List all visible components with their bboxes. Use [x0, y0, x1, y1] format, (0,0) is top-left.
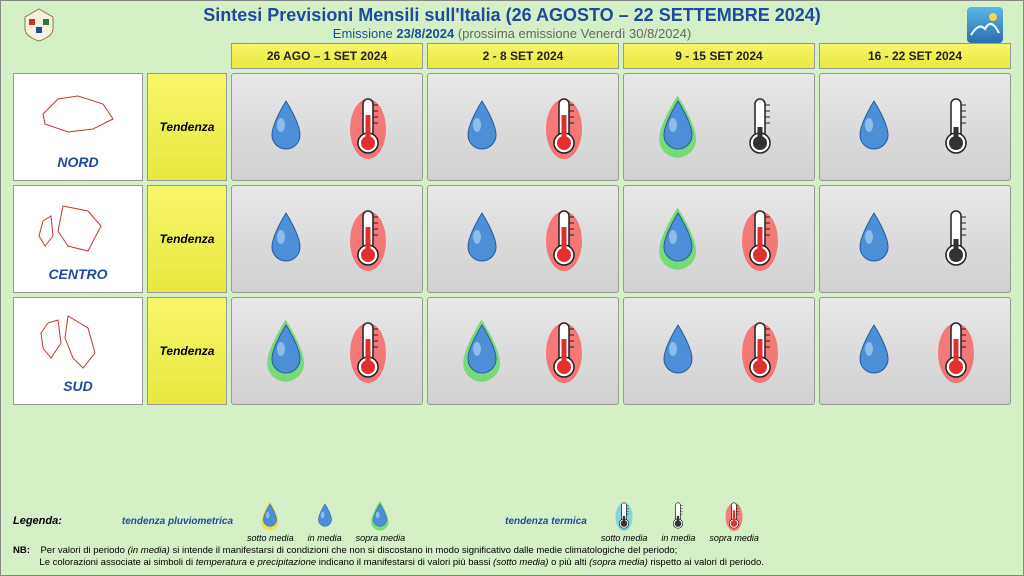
- emission-date: 23/8/2024: [396, 26, 454, 41]
- region-sud: SUD: [13, 297, 143, 405]
- legend-temp-item: in media: [661, 499, 695, 543]
- forecast-cell-0-3: [819, 73, 1011, 181]
- thermometer-icon: [536, 91, 592, 163]
- nb-label: NB:: [13, 545, 30, 556]
- region-nord: NORD: [13, 73, 143, 181]
- map-icon-centro: [33, 196, 123, 266]
- drop-icon: [650, 315, 706, 387]
- emission-prefix: Emissione: [333, 26, 397, 41]
- tendenza-cell: Tendenza: [147, 185, 227, 293]
- forecast-cell-0-0: [231, 73, 423, 181]
- thermometer-icon: [928, 203, 984, 275]
- legend-temp-group: sotto media in media sopra media: [601, 499, 759, 543]
- thermometer-icon: [340, 91, 396, 163]
- legend-temp-label: tendenza termica: [505, 516, 587, 527]
- drop-icon: [258, 315, 314, 387]
- legend-precip-item: sotto media: [247, 499, 294, 543]
- region-label: CENTRO: [48, 266, 107, 282]
- forecast-grid: 26 AGO – 1 SET 20242 - 8 SET 20249 - 15 …: [1, 43, 1023, 405]
- drop-icon: [258, 203, 314, 275]
- subtitle: Emissione 23/8/2024 (prossima emissione …: [1, 26, 1023, 41]
- legend-precip-item: sopra media: [356, 499, 406, 543]
- forecast-cell-0-1: [427, 73, 619, 181]
- legend-precip-label: tendenza pluviometrica: [122, 516, 233, 527]
- military-emblem-icon: [21, 7, 57, 43]
- thermometer-icon: [732, 203, 788, 275]
- tendenza-cell: Tendenza: [147, 73, 227, 181]
- thermometer-icon: [536, 203, 592, 275]
- forecast-cell-1-3: [819, 185, 1011, 293]
- legend-temp-item: sotto media: [601, 499, 648, 543]
- forecast-cell-2-2: [623, 297, 815, 405]
- legend-precip-item: in media: [308, 499, 342, 543]
- next-emission: (prossima emissione Venerdì 30/8/2024): [454, 26, 691, 41]
- legend-note: NB: Per valori di periodo (in media) si …: [13, 545, 1011, 569]
- forecast-cell-1-1: [427, 185, 619, 293]
- thermometer-icon: [928, 315, 984, 387]
- drop-icon: [846, 203, 902, 275]
- region-centro: CENTRO: [13, 185, 143, 293]
- forecast-cell-2-0: [231, 297, 423, 405]
- thermometer-icon: [928, 91, 984, 163]
- region-label: SUD: [63, 378, 93, 394]
- map-icon-sud: [33, 308, 123, 378]
- nb-line1: Per valori di periodo (in media) si inte…: [40, 545, 677, 556]
- legend: Legenda: tendenza pluviometrica sotto me…: [13, 499, 1011, 569]
- map-icon-nord: [33, 84, 123, 154]
- column-header-3: 16 - 22 SET 2024: [819, 43, 1011, 69]
- header: Sintesi Previsioni Mensili sull'Italia (…: [1, 1, 1023, 43]
- nb-line2: Le colorazioni associate ai simboli di t…: [39, 557, 764, 568]
- thermometer-icon: [732, 91, 788, 163]
- forecast-cell-2-1: [427, 297, 619, 405]
- thermometer-icon: [340, 203, 396, 275]
- drop-icon: [258, 91, 314, 163]
- drop-icon: [454, 315, 510, 387]
- column-header-1: 2 - 8 SET 2024: [427, 43, 619, 69]
- drop-icon: [846, 91, 902, 163]
- forecast-cell-2-3: [819, 297, 1011, 405]
- forecast-cell-1-2: [623, 185, 815, 293]
- forecast-cell-1-0: [231, 185, 423, 293]
- region-label: NORD: [57, 154, 98, 170]
- column-header-0: 26 AGO – 1 SET 2024: [231, 43, 423, 69]
- legend-precip-group: sotto media in media sopra media: [247, 499, 405, 543]
- column-header-2: 9 - 15 SET 2024: [623, 43, 815, 69]
- thermometer-icon: [340, 315, 396, 387]
- thermometer-icon: [732, 315, 788, 387]
- page-title: Sintesi Previsioni Mensili sull'Italia (…: [1, 5, 1023, 26]
- legend-temp-item: sopra media: [709, 499, 759, 543]
- forecast-cell-0-2: [623, 73, 815, 181]
- tendenza-cell: Tendenza: [147, 297, 227, 405]
- drop-icon: [454, 203, 510, 275]
- legend-title: Legenda:: [13, 515, 62, 527]
- drop-icon: [454, 91, 510, 163]
- drop-icon: [650, 203, 706, 275]
- thermometer-icon: [536, 315, 592, 387]
- meteo-agency-icon: [967, 7, 1003, 43]
- drop-icon: [650, 91, 706, 163]
- drop-icon: [846, 315, 902, 387]
